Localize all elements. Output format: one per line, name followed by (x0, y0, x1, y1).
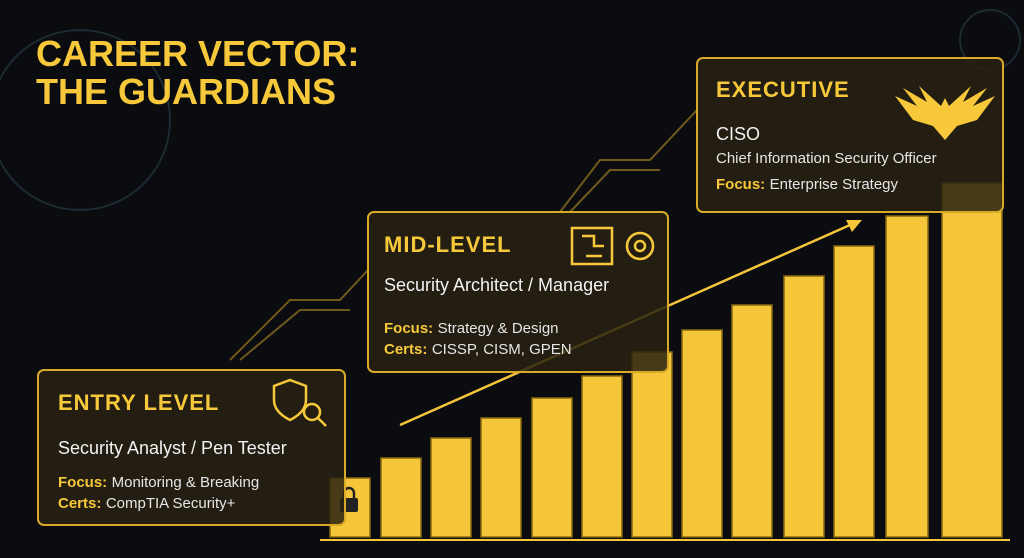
bar (631, 351, 673, 538)
bar (731, 304, 773, 538)
detail-label: Certs: (384, 341, 427, 358)
bar (833, 245, 875, 538)
detail-label: Certs: (58, 495, 101, 512)
card-detail: Certs: CISSP, CISM, GPEN (384, 341, 572, 358)
card-role: CISO (716, 124, 760, 144)
card-mid: MID-LEVEL Security Architect / Manager F… (367, 211, 669, 373)
card-detail: Focus: Enterprise Strategy (716, 176, 899, 193)
bar (783, 275, 825, 538)
bar (681, 329, 723, 538)
eagle-icon (895, 86, 995, 140)
shield-icon (272, 378, 327, 427)
card-detail: Focus: Monitoring & Breaking (58, 474, 259, 491)
card-role: Security Analyst / Pen Tester (58, 438, 287, 458)
card-level: EXECUTIVE (716, 77, 850, 102)
bars (320, 182, 1010, 541)
detail-label: Focus: (58, 474, 107, 491)
card-exec: EXECUTIVE CISO Chief Information Securit… (696, 57, 1004, 213)
card-detail: Focus: Strategy & Design (384, 320, 559, 337)
bar (941, 182, 1003, 538)
card-level: ENTRY LEVEL (58, 390, 219, 415)
bar (885, 215, 929, 538)
card-entry: ENTRY LEVEL Security Analyst / Pen Teste… (37, 369, 346, 526)
detail-text: CISSP, CISM, GPEN (432, 341, 572, 358)
bar (531, 397, 573, 538)
card-role: Security Architect / Manager (384, 275, 609, 295)
detail-text: Enterprise Strategy (770, 176, 899, 193)
card-level: MID-LEVEL (384, 232, 512, 257)
detail-text: CompTIA Security+ (106, 495, 236, 512)
detail-text: Monitoring & Breaking (112, 474, 260, 491)
title: CAREER VECTOR: (36, 33, 359, 74)
detail-label: Focus: (384, 320, 433, 337)
detail-label: Focus: (716, 176, 765, 193)
circuit-traces (0, 9, 1021, 361)
blueprint-icon (570, 226, 655, 266)
detail-text: Strategy & Design (438, 320, 559, 337)
title: THE GUARDIANS (36, 71, 336, 112)
card-subtitle: Chief Information Security Officer (716, 150, 937, 167)
bar (581, 375, 623, 538)
bar (480, 417, 522, 538)
bar (430, 437, 472, 538)
bar (380, 457, 422, 538)
card-detail: Certs: CompTIA Security+ (58, 495, 236, 512)
